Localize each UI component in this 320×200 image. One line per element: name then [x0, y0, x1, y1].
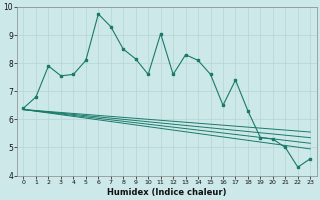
- X-axis label: Humidex (Indice chaleur): Humidex (Indice chaleur): [107, 188, 227, 197]
